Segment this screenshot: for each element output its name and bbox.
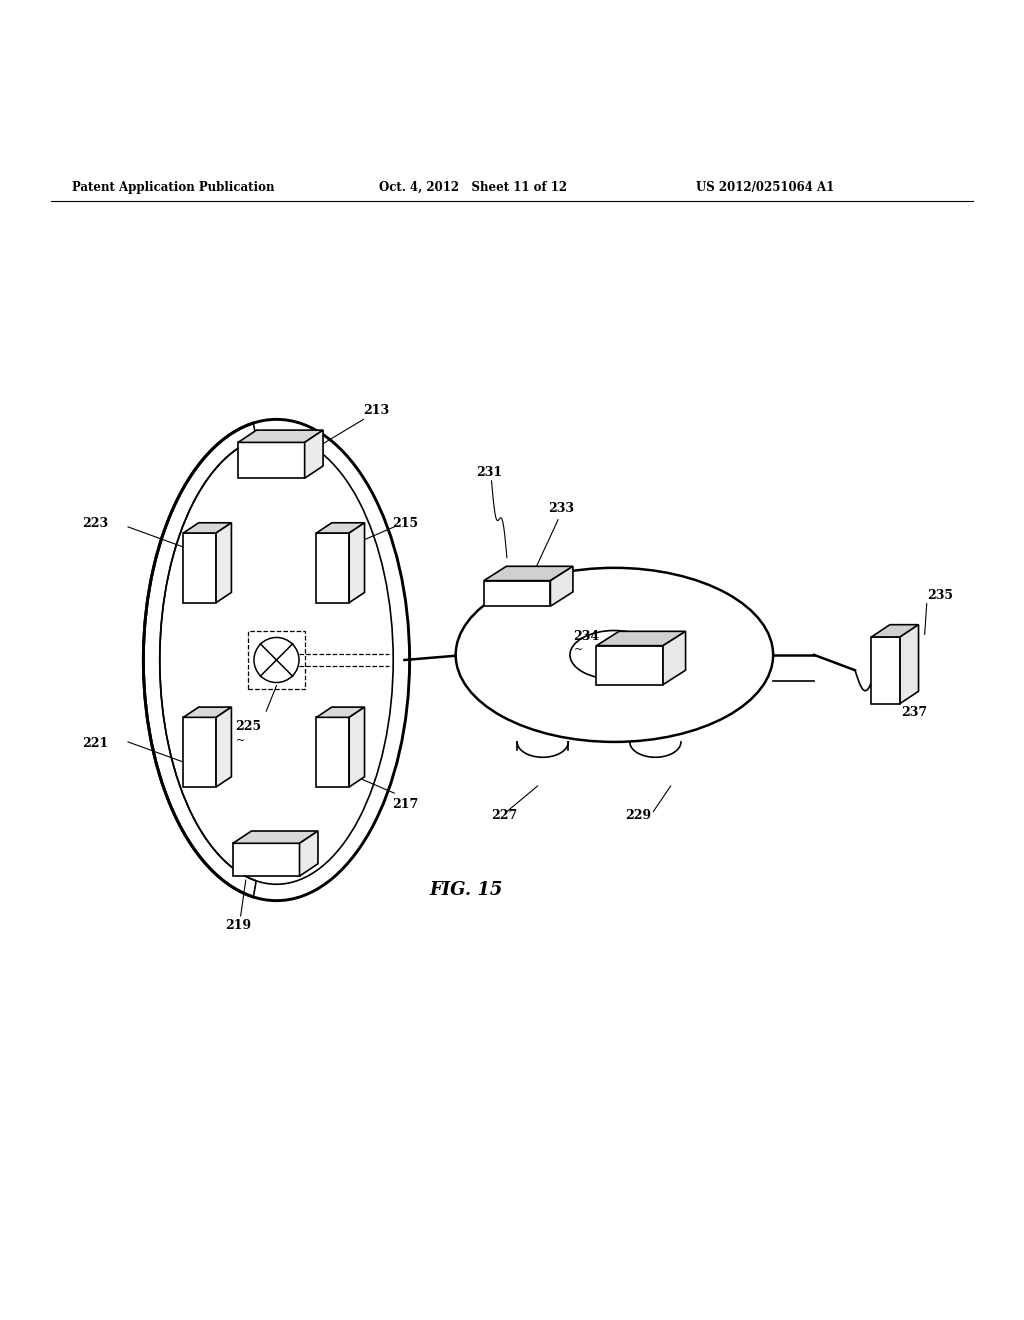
Polygon shape bbox=[871, 624, 919, 638]
Polygon shape bbox=[349, 523, 365, 603]
Polygon shape bbox=[484, 566, 573, 581]
Text: 225: 225 bbox=[236, 719, 262, 733]
Text: ~: ~ bbox=[236, 737, 245, 746]
Text: 219: 219 bbox=[225, 919, 252, 932]
Text: 223: 223 bbox=[82, 517, 109, 529]
Ellipse shape bbox=[570, 631, 658, 680]
Text: 237: 237 bbox=[901, 706, 928, 719]
Text: 235: 235 bbox=[927, 589, 952, 602]
Text: Oct. 4, 2012   Sheet 11 of 12: Oct. 4, 2012 Sheet 11 of 12 bbox=[379, 181, 567, 194]
Text: 227: 227 bbox=[492, 809, 518, 822]
Text: 229: 229 bbox=[625, 809, 651, 822]
Polygon shape bbox=[664, 631, 686, 685]
Polygon shape bbox=[551, 566, 573, 606]
Polygon shape bbox=[216, 708, 231, 787]
Polygon shape bbox=[183, 708, 231, 717]
Text: Patent Application Publication: Patent Application Publication bbox=[72, 181, 274, 194]
Polygon shape bbox=[238, 442, 305, 478]
Polygon shape bbox=[316, 533, 349, 603]
Polygon shape bbox=[316, 717, 349, 787]
Polygon shape bbox=[900, 624, 919, 704]
Polygon shape bbox=[183, 717, 216, 787]
Polygon shape bbox=[233, 843, 299, 876]
Text: US 2012/0251064 A1: US 2012/0251064 A1 bbox=[696, 181, 835, 194]
Polygon shape bbox=[484, 581, 551, 606]
Text: 217: 217 bbox=[392, 799, 419, 812]
Polygon shape bbox=[871, 638, 900, 704]
Ellipse shape bbox=[456, 568, 773, 742]
Text: 233: 233 bbox=[548, 502, 573, 515]
Polygon shape bbox=[299, 832, 317, 876]
Polygon shape bbox=[349, 708, 365, 787]
Polygon shape bbox=[316, 523, 365, 533]
Text: 234: 234 bbox=[573, 630, 600, 643]
Polygon shape bbox=[596, 645, 664, 685]
Polygon shape bbox=[216, 523, 231, 603]
Polygon shape bbox=[596, 631, 686, 645]
Text: 221: 221 bbox=[82, 737, 109, 750]
Bar bbox=[248, 631, 305, 689]
Text: FIG. 15: FIG. 15 bbox=[429, 882, 503, 899]
Polygon shape bbox=[316, 708, 365, 717]
Polygon shape bbox=[233, 832, 317, 843]
Text: 215: 215 bbox=[392, 517, 419, 529]
Text: 213: 213 bbox=[364, 404, 390, 417]
Polygon shape bbox=[238, 430, 324, 442]
Text: ~: ~ bbox=[573, 645, 583, 655]
Text: 231: 231 bbox=[476, 466, 503, 479]
Polygon shape bbox=[183, 533, 216, 603]
Polygon shape bbox=[183, 523, 231, 533]
Polygon shape bbox=[305, 430, 324, 478]
